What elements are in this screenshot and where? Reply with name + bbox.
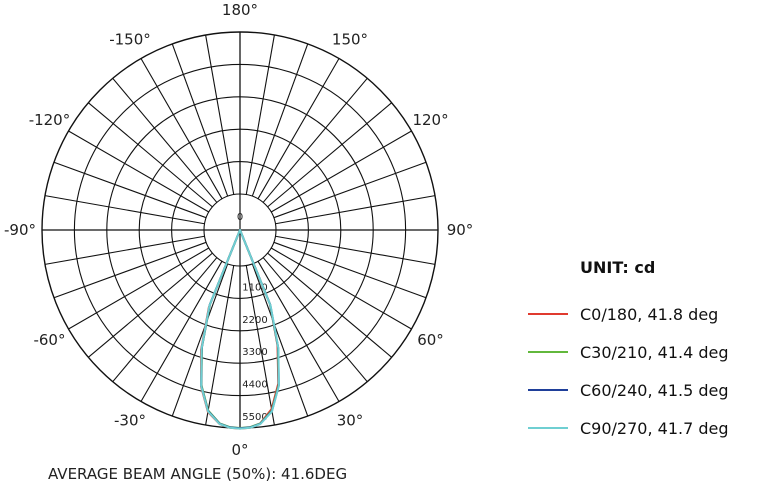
grid-spoke (251, 43, 309, 197)
angle-label: -60° (33, 331, 65, 349)
grid-spoke (270, 247, 412, 330)
angle-label: -150° (109, 30, 151, 48)
angle-label: 60° (417, 331, 444, 349)
grid-spoke (53, 161, 207, 219)
legend-swatch-c60 (528, 389, 568, 391)
legend-label-c30: C30/210, 41.4 deg (580, 342, 729, 362)
grid-spoke (273, 241, 427, 299)
grid-spoke (171, 263, 229, 417)
legend: UNIT: cd C0/180, 41.8 deg C30/210, 41.4 … (528, 258, 764, 447)
ring-tick-label: 2200 (242, 315, 267, 326)
ring-tick-label: 3300 (242, 347, 267, 358)
grid-spoke (205, 34, 235, 195)
grid-spoke (245, 34, 275, 195)
unit-label: UNIT: cd (580, 258, 656, 277)
legend-label-c0: C0/180, 41.8 deg (580, 304, 719, 324)
grid-spoke (205, 265, 235, 426)
legend-item-c0: C0/180, 41.8 deg (528, 295, 764, 333)
grid-spoke (171, 43, 229, 197)
grid-spoke (140, 260, 223, 402)
angle-label: 30° (337, 412, 364, 430)
grid-spoke (270, 130, 412, 213)
angle-label: 0° (231, 441, 248, 459)
ring-tick-label: 5500 (242, 412, 267, 423)
grid-spoke (257, 58, 340, 200)
legend-swatch-c90 (528, 427, 568, 429)
grid-spoke (112, 257, 218, 383)
angle-label: -120° (29, 111, 71, 129)
grid-spoke (245, 265, 275, 426)
grid-spoke (275, 195, 436, 225)
grid-spoke (44, 235, 205, 265)
legend-item-c90: C90/270, 41.7 deg (528, 409, 764, 447)
grid-spoke (87, 102, 213, 208)
grid-spoke (267, 102, 393, 208)
grid-spoke (68, 247, 210, 330)
angle-label: 150° (332, 30, 368, 48)
grid-spoke (87, 252, 213, 358)
legend-item-c60: C60/240, 41.5 deg (528, 371, 764, 409)
angle-label: -30° (114, 412, 146, 430)
legend-item-c30: C30/210, 41.4 deg (528, 333, 764, 371)
angle-label: 120° (412, 111, 448, 129)
beam-angle-caption: AVERAGE BEAM ANGLE (50%): 41.6DEG (48, 465, 348, 483)
grid-spoke (262, 77, 368, 203)
grid-spoke (53, 241, 207, 299)
grid-spoke (251, 263, 309, 417)
grid-spoke (44, 195, 205, 225)
angle-label: -90° (4, 221, 36, 239)
grid-spoke (68, 130, 210, 213)
grid-spoke (112, 77, 218, 203)
grid-spoke (257, 260, 340, 402)
grid-spoke (262, 257, 368, 383)
series-curve-3 (200, 229, 280, 430)
legend-label-c90: C90/270, 41.7 deg (580, 418, 729, 438)
legend-label-c60: C60/240, 41.5 deg (580, 380, 729, 400)
ring-tick-label: 4400 (242, 380, 267, 391)
legend-swatch-c30 (528, 351, 568, 353)
angle-label: 180° (222, 1, 258, 19)
ring-tick-label: 0 (237, 212, 243, 223)
grid-spoke (267, 252, 393, 358)
legend-swatch-c0 (528, 313, 568, 315)
grid-spoke (140, 58, 223, 200)
ring-tick-label: 1100 (242, 282, 267, 293)
grid-spoke (275, 235, 436, 265)
angle-label: 90° (447, 221, 474, 239)
grid-spoke (273, 161, 427, 219)
